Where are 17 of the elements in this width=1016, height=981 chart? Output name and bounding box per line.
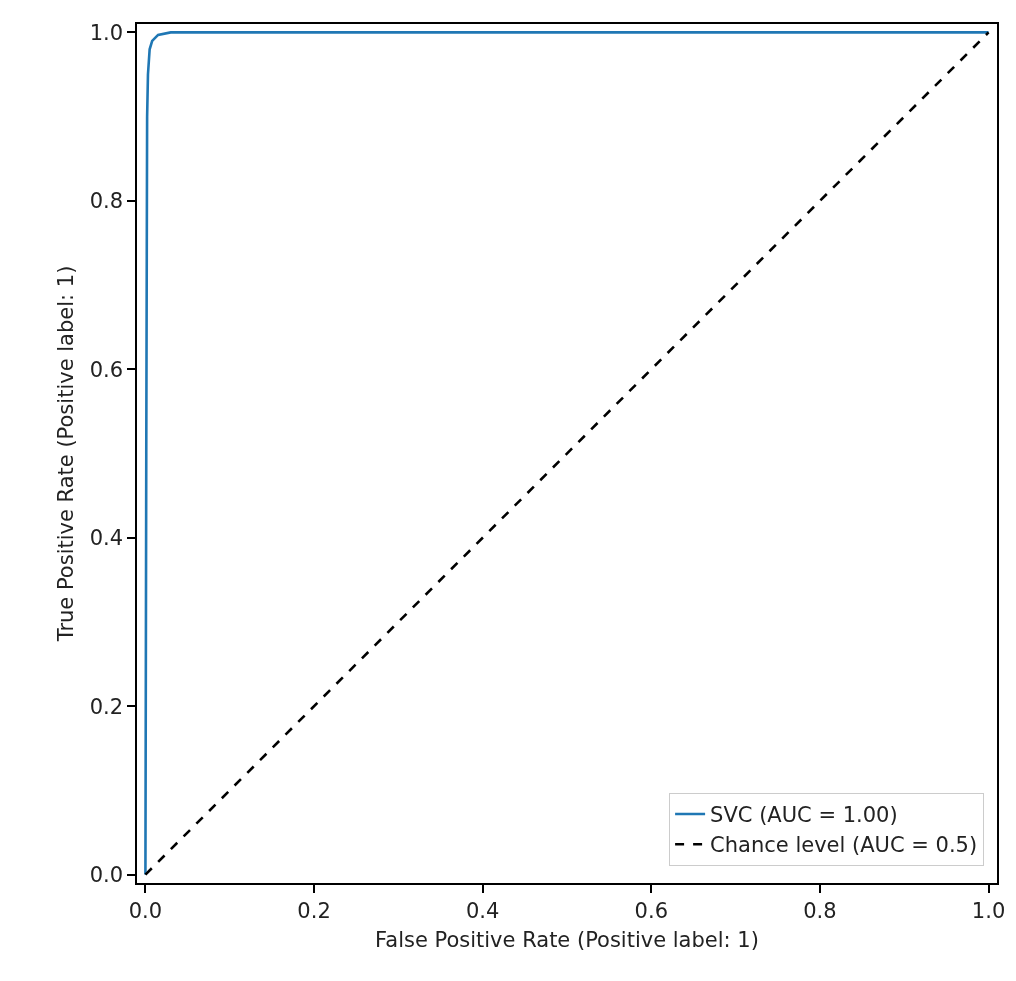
y-tick-label: 0.2	[89, 694, 124, 719]
x-tick-label: 0.0	[128, 898, 163, 923]
x-tick-label: 0.6	[634, 898, 669, 923]
y-tick-label: 0.4	[89, 526, 124, 551]
y-tick-label: 1.0	[89, 20, 124, 45]
line-series	[144, 31, 990, 876]
x-tick-label: 1.0	[971, 898, 1006, 923]
y-tick-label: 0.8	[89, 189, 124, 214]
legend-label: Chance level (AUC = 0.5)	[710, 833, 978, 858]
x-tick-label: 0.8	[803, 898, 837, 923]
x-tick-label: 0.4	[465, 898, 500, 923]
y-tick-label: 0.6	[89, 357, 124, 382]
x-tick-label: 0.2	[297, 898, 331, 923]
y-tick-label: 0.0	[89, 862, 124, 887]
legend-label: SVC (AUC = 1.00)	[710, 803, 898, 828]
y-axis-title: True Positive Rate (Positive label: 1)	[54, 265, 79, 643]
x-axis-title: False Positive Rate (Positive label: 1)	[375, 927, 759, 952]
